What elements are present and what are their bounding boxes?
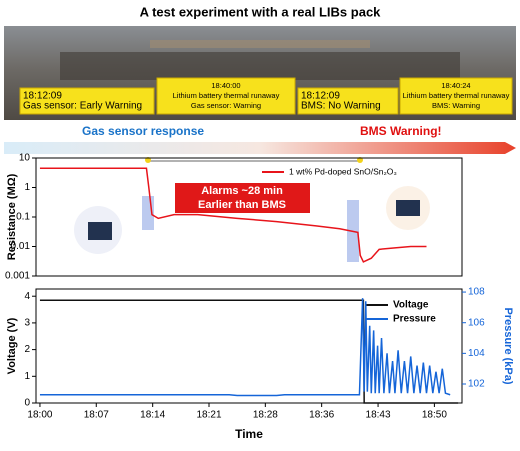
y-tick-label: 1 — [24, 182, 30, 193]
data-line — [39, 167, 427, 263]
photo-label-box — [297, 87, 399, 115]
y-tick-label: 0 — [24, 398, 30, 409]
plot-frame — [35, 288, 463, 404]
photo-label: 18:12:09 — [23, 91, 62, 102]
progress-arrow — [4, 142, 516, 154]
y2-tick-label: 108 — [468, 287, 485, 298]
x-axis-label: Time — [235, 427, 263, 441]
battery-illustration — [396, 200, 420, 216]
x-tick-label: 18:50 — [422, 410, 447, 421]
y-tick-label: 4 — [24, 291, 30, 302]
banner-left: Gas sensor response — [82, 124, 204, 138]
banner-right: BMS Warning! — [360, 124, 442, 138]
photo-label-box — [399, 77, 513, 115]
annotation: Earlier than BMS — [198, 199, 286, 211]
y2-axis-label: Pressure (kPa) — [502, 307, 514, 384]
y-tick-label: 0.1 — [16, 212, 30, 223]
legend-label: Voltage — [393, 300, 429, 311]
annotation: Alarms ~28 min — [201, 185, 283, 197]
photo-label-box — [19, 87, 155, 115]
legend-label: Pressure — [393, 314, 436, 325]
photo-detail — [60, 52, 460, 80]
photo-label: Lithium battery thermal runaway — [173, 91, 280, 100]
x-tick-label: 18:43 — [366, 410, 391, 421]
figure-title: A test experiment with a real LIBs pack — [140, 4, 382, 19]
x-tick-label: 18:28 — [253, 410, 278, 421]
photo-label: BMS: Warning — [432, 101, 480, 110]
y-tick-label: 3 — [24, 318, 30, 329]
y-tick-label: 0.01 — [11, 241, 31, 252]
y2-tick-label: 106 — [468, 317, 485, 328]
photo-label: BMS: No Warning — [301, 101, 381, 112]
x-tick-label: 18:14 — [140, 410, 165, 421]
y-tick-label: 0.001 — [5, 271, 30, 282]
y2-tick-label: 102 — [468, 379, 485, 390]
x-tick-label: 18:00 — [27, 410, 52, 421]
y-axis-label: Voltage (V) — [6, 317, 18, 374]
x-tick-label: 18:36 — [309, 410, 334, 421]
y-tick-label: 10 — [19, 153, 31, 164]
photo-label: 18:12:09 — [301, 91, 340, 102]
photo-detail — [150, 40, 370, 48]
y2-tick-label: 104 — [468, 348, 485, 359]
legend-label: 1 wt% Pd-doped SnO/Sn₂O₃ — [289, 166, 397, 176]
y-tick-label: 2 — [24, 344, 30, 355]
y-axis-label: Resistance (MΩ) — [6, 173, 18, 260]
photo-label-box — [156, 77, 296, 115]
sensor-illustration — [88, 222, 112, 240]
annotation-box — [175, 183, 310, 213]
y-tick-label: 1 — [24, 371, 30, 382]
data-line — [39, 298, 451, 397]
photo-label: Gas sensor: Warning — [191, 101, 261, 110]
photo-label: 18:40:24 — [441, 81, 470, 90]
x-tick-label: 18:07 — [84, 410, 109, 421]
photo-label: Gas sensor: Early Warning — [23, 101, 142, 112]
photo-label: 18:40:00 — [211, 81, 240, 90]
x-tick-label: 18:21 — [196, 410, 221, 421]
photo-label: Lithium battery thermal runaway — [403, 91, 510, 100]
